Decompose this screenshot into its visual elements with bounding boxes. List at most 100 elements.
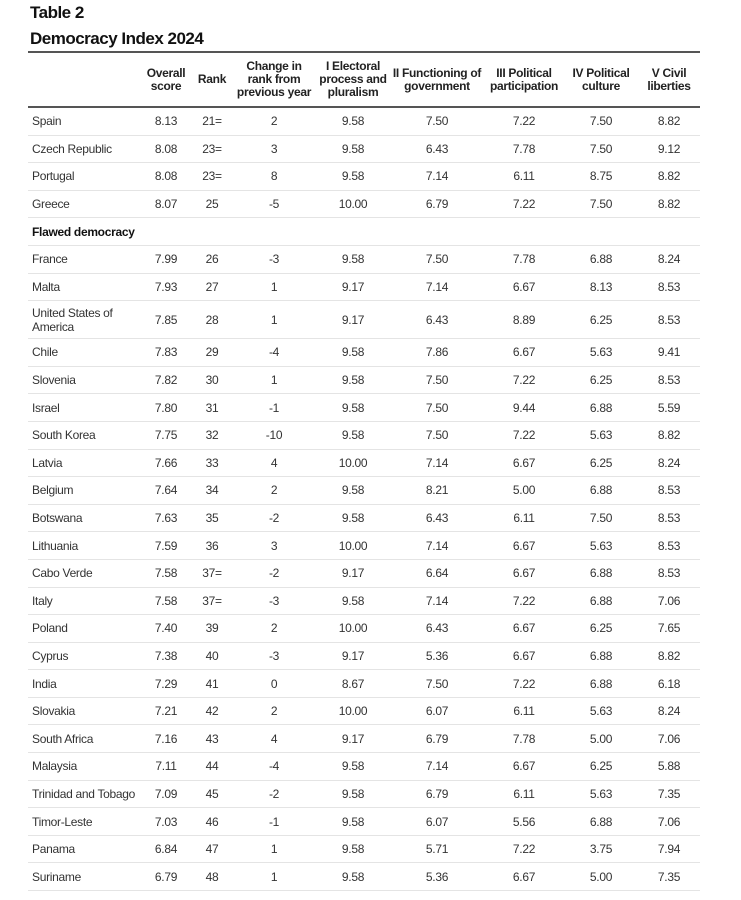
cell-rank-change: -2 [232, 504, 316, 533]
cell-overall-score: 7.82 [140, 366, 192, 395]
cell-electoral-process: 9.58 [316, 162, 390, 191]
table-row: Portugal 8.08 23= 8 9.58 7.14 6.11 8.75 8.82 [28, 162, 700, 191]
cell-electoral-process: 9.17 [316, 273, 390, 302]
cell-country: Belgium [28, 476, 140, 505]
cell-rank-change: -3 [232, 642, 316, 671]
cell-civil-liberties: 7.06 [638, 807, 700, 836]
column-header-rank-change: Change in rank from previous year [232, 52, 316, 108]
cell-overall-score: 7.83 [140, 338, 192, 367]
table-row: South Africa 7.16 43 4 9.17 6.79 7.78 5.00 7.06 [28, 724, 700, 754]
cell-country: Greece [28, 190, 140, 219]
cell-political-culture: 7.50 [564, 107, 638, 136]
cell-country: France [28, 245, 140, 274]
cell-country: Chile [28, 338, 140, 367]
cell-political-culture: 8.13 [564, 273, 638, 302]
cell-political-participation: 7.22 [484, 669, 564, 698]
cell-civil-liberties: 8.24 [638, 449, 700, 478]
cell-electoral-process: 10.00 [316, 449, 390, 478]
cell-overall-score: 7.64 [140, 476, 192, 505]
cell-rank-change: 2 [232, 697, 316, 726]
cell-country: United States of America [28, 300, 140, 340]
cell-political-participation: 6.67 [484, 338, 564, 367]
cell-rank-change: -2 [232, 559, 316, 588]
cell-political-culture: 6.25 [564, 614, 638, 643]
cell-functioning-of-government: 6.07 [390, 697, 484, 726]
cell-rank-change: -3 [232, 245, 316, 274]
cell-political-participation: 5.00 [484, 476, 564, 505]
cell-rank-change: -4 [232, 338, 316, 367]
cell-civil-liberties: 9.12 [638, 135, 700, 164]
cell-political-participation: 7.78 [484, 135, 564, 164]
table-row: Chile 7.83 29 -4 9.58 7.86 6.67 5.63 9.41 [28, 338, 700, 367]
cell-rank-change: 8 [232, 162, 316, 191]
cell-political-culture: 5.63 [564, 338, 638, 367]
cell-functioning-of-government: 7.14 [390, 273, 484, 302]
cell-rank: 26 [192, 245, 232, 274]
cell-electoral-process: 9.58 [316, 780, 390, 809]
cell-electoral-process: 9.17 [316, 300, 390, 340]
cell-rank: 43 [192, 724, 232, 754]
cell-country: Panama [28, 835, 140, 864]
cell-political-participation: 5.56 [484, 807, 564, 836]
cell-functioning-of-government: 5.36 [390, 862, 484, 892]
cell-civil-liberties: 8.24 [638, 697, 700, 726]
cell-functioning-of-government: 7.14 [390, 449, 484, 478]
cell-civil-liberties: 7.65 [638, 614, 700, 643]
cell-overall-score: 7.85 [140, 300, 192, 340]
cell-overall-score: 7.58 [140, 587, 192, 616]
cell-political-participation: 6.11 [484, 162, 564, 191]
cell-electoral-process: 9.58 [316, 476, 390, 505]
cell-civil-liberties: 8.53 [638, 300, 700, 340]
cell-overall-score: 7.09 [140, 780, 192, 809]
cell-overall-score: 7.16 [140, 724, 192, 754]
cell-political-culture: 5.00 [564, 862, 638, 892]
cell-rank-change: 3 [232, 531, 316, 560]
cell-country: Spain [28, 107, 140, 136]
cell-electoral-process: 9.58 [316, 245, 390, 274]
cell-political-participation: 7.22 [484, 107, 564, 136]
cell-electoral-process: 9.58 [316, 835, 390, 864]
cell-rank: 37= [192, 559, 232, 588]
cell-overall-score: 8.13 [140, 107, 192, 136]
cell-rank-change: 1 [232, 300, 316, 340]
cell-political-participation: 6.67 [484, 752, 564, 781]
table-row: Latvia 7.66 33 4 10.00 7.14 6.67 6.25 8.24 [28, 449, 700, 478]
cell-rank: 46 [192, 807, 232, 836]
cell-political-culture: 6.88 [564, 642, 638, 671]
cell-political-participation: 7.22 [484, 366, 564, 395]
cell-functioning-of-government: 5.36 [390, 642, 484, 671]
table-row: Trinidad and Tobago 7.09 45 -2 9.58 6.79 6.11 5… [28, 780, 700, 809]
cell-overall-score: 7.40 [140, 614, 192, 643]
cell-political-culture: 6.88 [564, 245, 638, 274]
cell-civil-liberties: 8.82 [638, 190, 700, 219]
cell-political-culture: 5.00 [564, 724, 638, 754]
cell-functioning-of-government: 7.50 [390, 421, 484, 450]
cell-civil-liberties: 8.53 [638, 531, 700, 560]
democracy-index-table: Overall score Rank Change in rank from pre… [28, 51, 700, 892]
cell-electoral-process: 9.58 [316, 504, 390, 533]
cell-civil-liberties: 8.53 [638, 559, 700, 588]
cell-country: Slovenia [28, 366, 140, 395]
cell-rank-change: 2 [232, 107, 316, 136]
cell-functioning-of-government: 7.50 [390, 107, 484, 136]
cell-rank: 31 [192, 393, 232, 422]
cell-electoral-process: 10.00 [316, 531, 390, 560]
cell-functioning-of-government: 7.50 [390, 245, 484, 274]
cell-functioning-of-government: 6.07 [390, 807, 484, 836]
cell-rank-change: 4 [232, 724, 316, 754]
cell-political-participation: 6.67 [484, 614, 564, 643]
column-header-functioning-of-government: II Functioning of government [390, 52, 484, 108]
cell-overall-score: 8.07 [140, 190, 192, 219]
cell-country: Botswana [28, 504, 140, 533]
cell-civil-liberties: 8.82 [638, 107, 700, 136]
cell-country: South Korea [28, 421, 140, 450]
cell-political-participation: 6.67 [484, 531, 564, 560]
column-header-country [28, 52, 140, 108]
cell-rank: 21= [192, 107, 232, 136]
cell-functioning-of-government: 6.43 [390, 135, 484, 164]
cell-functioning-of-government: 7.14 [390, 752, 484, 781]
cell-country: Malaysia [28, 752, 140, 781]
cell-rank: 23= [192, 135, 232, 164]
table-row: Cyprus 7.38 40 -3 9.17 5.36 6.67 6.88 8.82 [28, 642, 700, 671]
cell-civil-liberties: 5.59 [638, 393, 700, 422]
